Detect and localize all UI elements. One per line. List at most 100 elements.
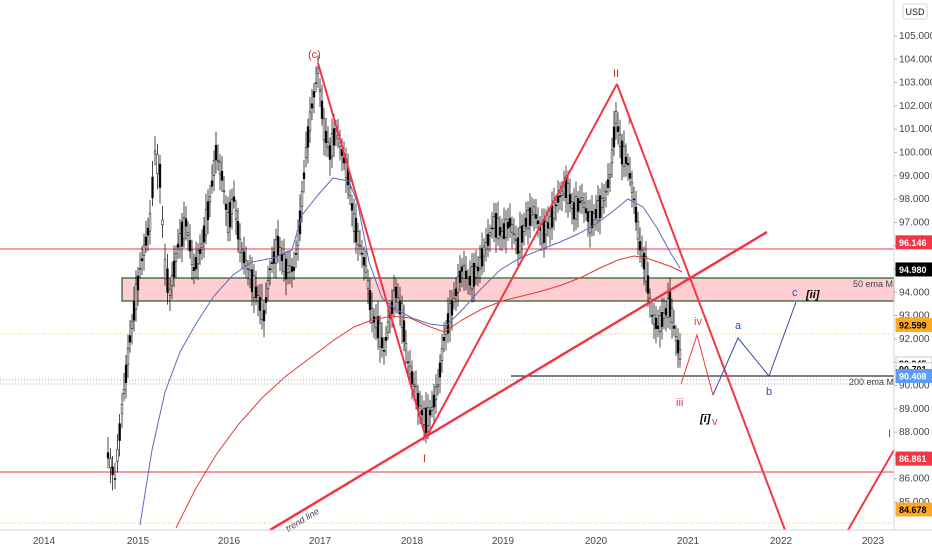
candle-body [180,221,184,247]
candle-body [448,302,452,329]
candle-body [156,154,159,174]
candle-body [614,111,618,125]
candle-body [380,337,384,349]
candle-body [438,362,442,378]
candle-body [234,209,238,220]
wave-label-c: c [792,287,798,299]
candle-body [194,257,198,270]
candle-body [306,126,310,148]
time-tick-label: 2017 [309,536,332,547]
candle-body [202,225,206,243]
candle-body [424,407,428,434]
candle-body [316,67,320,74]
candle-body [178,233,182,247]
candle-body [592,213,596,221]
candle-body [174,253,178,262]
price-tick-label: 103.000 [899,78,932,89]
time-axis[interactable]: 2014 2015 2016 2017 2018 2019 2020 2021 2022 2023 [33,536,885,547]
candle-body [500,230,504,238]
time-tick-label: 2021 [677,536,700,547]
candle-body [210,180,214,187]
candle-body [172,260,176,278]
candle-body [282,254,286,273]
candle-body [528,207,532,226]
candle-body [266,280,270,290]
candle-body [224,203,228,210]
candle-body [126,347,130,365]
candle-body [304,147,308,158]
candle-body [254,286,258,298]
candles [106,55,682,491]
svg-text:90.408: 90.408 [899,371,927,381]
wave-lines [269,62,895,532]
candle-body [504,218,508,238]
candle-body [598,195,602,219]
wave-label-iv: iv [694,316,702,328]
candle-body [270,262,274,264]
candle-body [274,239,278,264]
candle-body [568,194,572,204]
candle-body [554,204,558,207]
candle-body [300,191,304,208]
candle-body [552,202,556,219]
candle-body [644,256,648,282]
candle-body [518,227,522,253]
candle-body [326,141,330,148]
candle-body [632,198,636,201]
candle-body [474,266,478,278]
price-tick-label: 90.000 [899,381,930,392]
candle-body [382,350,386,352]
candle-body [218,161,222,175]
candle-body [660,312,664,327]
candle-body [432,394,436,408]
candle-body [570,201,574,209]
candle-body [418,405,422,413]
candle-body [208,196,212,203]
candle-body [532,206,536,215]
candle-body [488,232,492,236]
candle-body [244,260,248,266]
candle-body [384,336,388,341]
candle-body [302,172,306,180]
candle-body [514,238,518,241]
candle-body [616,126,620,133]
candle-body [142,244,146,256]
candle-body [576,198,580,212]
candle-body [362,257,366,266]
candle-body [654,317,658,329]
price-tick-label: 99.000 [899,171,930,182]
candle-body [542,219,546,243]
candle-body [358,245,362,247]
candle-body [256,295,260,301]
currency-badge[interactable]: USD [902,3,928,20]
candle-body [258,297,262,311]
wave-label-v: v [712,416,718,428]
candle-body [248,270,252,280]
candle-body [478,257,482,269]
candle-body [626,163,630,166]
candle-body [550,205,554,228]
candle-body [596,200,600,222]
time-tick-label: 2015 [127,536,150,547]
candle-body [584,208,588,214]
candle-body [242,251,246,264]
svg-text:92.599: 92.599 [899,320,927,330]
candle-body [120,404,124,414]
candle-body [670,308,674,324]
candle-body [486,233,490,246]
svg-text:84.678: 84.678 [899,505,927,515]
candle-body [536,220,540,225]
wave-label-I-bottom: I [423,453,426,465]
candle-body [624,156,628,164]
candle-body [544,221,548,235]
candle-body [580,197,584,202]
wave-label-a: a [735,320,742,332]
candle-body [132,301,136,321]
candle-body [426,407,430,426]
price-tick-label: 94.000 [899,287,930,298]
ema-50-label: 50 ema M [853,279,893,289]
candle-body [470,266,474,290]
candle-body [252,275,256,298]
candle-body [350,203,354,211]
